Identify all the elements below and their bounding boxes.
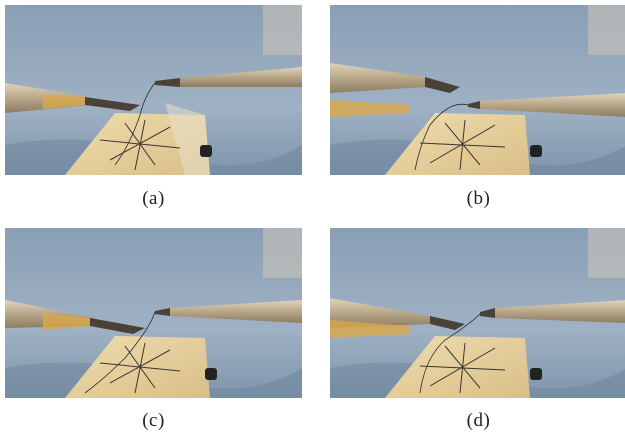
photo-panel-c <box>5 228 302 398</box>
photo-panel-b <box>330 5 625 175</box>
photo-a <box>5 5 302 175</box>
photo-panel-d <box>330 228 625 398</box>
caption-c: (c) <box>142 410 165 431</box>
photo-panel-a <box>5 5 302 175</box>
caption-a: (a) <box>142 188 165 209</box>
caption-d: (d) <box>466 410 491 431</box>
photo-c <box>5 228 302 398</box>
caption-b: (b) <box>466 188 491 209</box>
photo-b <box>330 5 625 175</box>
photo-d <box>330 228 625 398</box>
